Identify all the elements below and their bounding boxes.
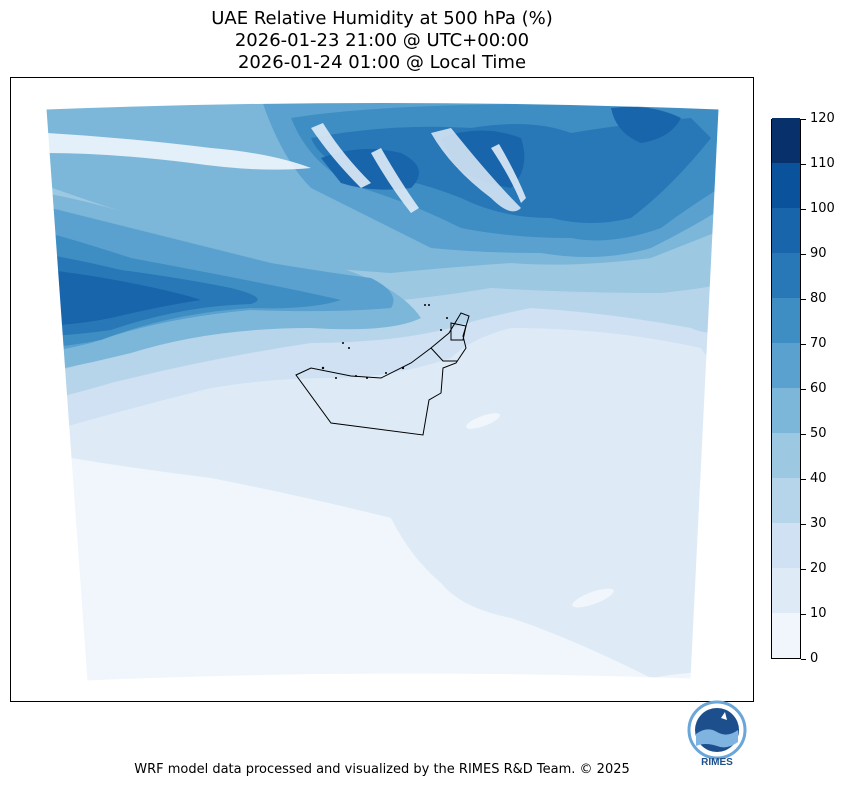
colorbar-segment — [772, 208, 800, 253]
dry-streak-west — [46, 133, 311, 170]
colorbar-tick — [801, 524, 806, 525]
colorbar-tick — [801, 209, 806, 210]
colorbar-tick-label: 60 — [810, 381, 827, 396]
colorbar-tick-label: 110 — [810, 156, 835, 171]
colorbar-tick-label: 30 — [810, 516, 827, 531]
humidity-map — [45, 102, 720, 682]
model-domain — [46, 102, 719, 681]
colorbar-tick-label: 80 — [810, 291, 827, 306]
colorbar-tick — [801, 614, 806, 615]
colorbar-segment — [772, 163, 800, 208]
colorbar-tick-label: 70 — [810, 336, 827, 351]
colorbar-tick-label: 20 — [810, 561, 827, 576]
utc-time-label: 2026-01-23 21:00 @ UTC+00:00 — [234, 30, 530, 51]
logo-text: RIMES — [701, 757, 733, 768]
colorbar-segment — [772, 523, 800, 568]
rimes-logo: RIMES — [687, 700, 747, 768]
rh-band-100-c — [611, 106, 681, 143]
colorbar-segment — [772, 478, 800, 523]
chart-title: UAE Relative Humidity at 500 hPa (%) — [211, 8, 553, 29]
logo-wave — [696, 729, 738, 748]
colorbar-segment — [772, 433, 800, 478]
colorbar — [771, 118, 801, 659]
colorbar-tick — [801, 434, 806, 435]
colorbar-segment — [772, 343, 800, 388]
domain-edge — [45, 102, 720, 682]
local-time-label: 2026-01-24 01:00 @ Local Time — [237, 52, 527, 73]
oman-border — [430, 347, 457, 362]
colorbar-tick — [801, 344, 806, 345]
colorbar-tick-label: 10 — [810, 606, 827, 621]
colorbar-tick — [801, 569, 806, 570]
dry-streak-3 — [431, 128, 521, 212]
colorbar-segment — [772, 298, 800, 343]
colorbar-segment — [772, 613, 800, 658]
dry-patch-2 — [572, 588, 614, 608]
colorbar-tick — [801, 479, 806, 480]
logo-mountain — [721, 712, 727, 720]
colorbar-tick-label: 100 — [810, 201, 835, 216]
dry-streak-1 — [311, 123, 371, 188]
colorbar-tick-label: 120 — [810, 111, 835, 126]
dry-patch-1 — [465, 413, 501, 429]
colorbar-tick — [801, 389, 806, 390]
colorbar-tick-label: 50 — [810, 426, 827, 441]
dry-streak-4 — [491, 144, 526, 203]
colorbar-tick — [801, 164, 806, 165]
colorbar-tick-label: 90 — [810, 246, 827, 261]
colorbar-tick — [801, 299, 806, 300]
colorbar-segment — [772, 253, 800, 298]
colorbar-segment — [772, 568, 800, 613]
map-frame: RIMES — [10, 77, 754, 768]
rh-band-100-west — [46, 268, 201, 326]
colorbar-tick — [801, 659, 806, 660]
islands — [321, 304, 448, 379]
colorbar-segment — [772, 388, 800, 433]
dry-streak-2 — [371, 148, 419, 213]
colorbar-tick — [801, 119, 806, 120]
colorbar-tick-label: 0 — [810, 651, 819, 666]
colorbar-tick — [801, 254, 806, 255]
colorbar-tick-label: 40 — [810, 471, 827, 486]
footer-credit: WRF model data processed and visualized … — [134, 762, 630, 777]
musandam-outline — [450, 322, 467, 341]
colorbar-segment — [772, 118, 800, 163]
